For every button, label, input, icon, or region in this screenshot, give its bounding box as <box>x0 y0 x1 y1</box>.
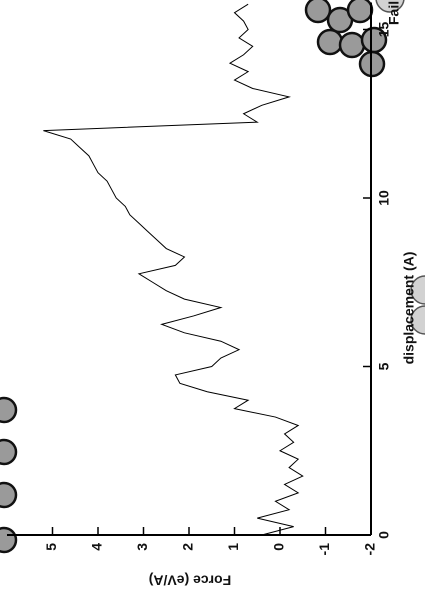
y-tick-label: 2 <box>180 543 196 551</box>
y-tick-label: 5 <box>43 543 59 551</box>
atom <box>304 0 332 24</box>
atom <box>316 28 344 56</box>
atom <box>338 31 366 59</box>
x-tick-label: 0 <box>376 531 392 539</box>
x-tick-label: 5 <box>376 362 392 370</box>
atom <box>346 0 374 24</box>
y-tick-label: -1 <box>316 543 332 556</box>
force-curve <box>43 3 304 536</box>
atom <box>375 0 405 13</box>
rotated-plot: displacement (A) Force (eV/A) -2 -1 0 1 2 3 4 5… <box>7 1 417 588</box>
atom <box>0 396 18 424</box>
annotation: Fail <box>386 1 402 25</box>
x-tick-label: 10 <box>376 190 392 206</box>
atom-cluster-left <box>0 396 18 554</box>
x-axis-title: displacement (A) <box>401 252 417 365</box>
y-tick-label: 0 <box>271 543 287 551</box>
atom <box>0 526 18 554</box>
atom-cluster-middle <box>410 275 425 335</box>
atom <box>0 481 18 509</box>
atom <box>410 305 425 335</box>
x-tick-label: 15 <box>376 22 392 38</box>
y-tick-label: -2 <box>362 543 378 556</box>
y-tick-label: 3 <box>134 543 150 551</box>
atom <box>410 275 425 305</box>
y-tick-label: 1 <box>225 543 241 551</box>
atom <box>0 438 18 466</box>
y-axis-title: Force (eV/A) <box>149 572 231 588</box>
y-tick-label: 4 <box>89 543 105 551</box>
